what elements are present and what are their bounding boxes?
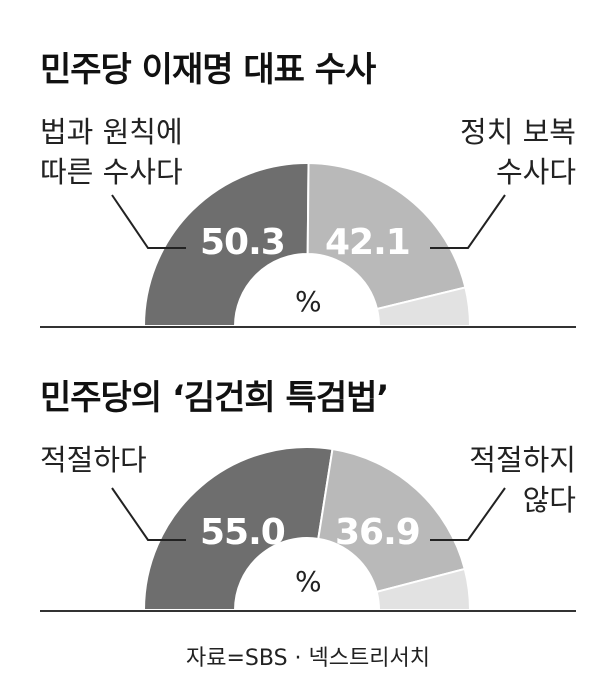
chart-1-unit: %	[295, 285, 322, 318]
chart-2-donut	[111, 446, 506, 611]
chart-1-label-retaliation-line-1: 정치 보복	[460, 115, 576, 149]
chart-2-title: 민주당의 ‘김건희 특검법’	[40, 378, 389, 418]
chart-1-donut	[111, 161, 506, 327]
chart-1-value-lawful: 50.3	[200, 222, 286, 263]
chart-2-label-appropriate-line-1: 적절하다	[40, 443, 147, 477]
chart-1-leader-line-1	[111, 194, 186, 249]
chart-1-title: 민주당 이재명 대표 수사	[40, 50, 376, 90]
chart-2-slice-2	[317, 447, 466, 594]
chart-1-slice-2	[306, 161, 467, 311]
chart-2-unit: %	[295, 565, 322, 598]
source-label: 자료=SBS · 넥스트리서치	[186, 646, 430, 671]
chart-2-slice-1	[142, 446, 334, 611]
chart-2-baseline	[40, 610, 576, 612]
chart-2-label-inappropriate: 적절하지 않다	[469, 440, 576, 520]
chart-1-label-lawful-line-2: 따른 수사다	[40, 155, 183, 189]
chart-1-value-retaliation: 42.1	[325, 222, 411, 263]
chart-1-label-lawful: 법과 원칙에 따른 수사다	[40, 112, 183, 192]
chart-2-value-appropriate: 55.0	[200, 512, 286, 553]
chart-2-leader-line-2	[430, 487, 506, 541]
chart-2-label-inappropriate-line-1: 적절하지	[469, 443, 576, 477]
chart-1-leader-line-2	[430, 194, 506, 249]
chart-2-label-inappropriate-line-2: 않다	[522, 483, 576, 517]
chart-1-label-retaliation: 정치 보복 수사다	[460, 112, 576, 192]
chart-2-label-appropriate: 적절하다	[40, 440, 147, 480]
chart-1-label-lawful-line-1: 법과 원칙에	[40, 115, 183, 149]
chart-2-leader-line-1	[111, 487, 186, 541]
chart-1-slice-1	[142, 162, 310, 327]
chart-1-label-retaliation-line-2: 수사다	[495, 155, 576, 189]
chart-2-value-inappropriate: 36.9	[335, 512, 421, 553]
chart-1-baseline	[40, 326, 576, 328]
